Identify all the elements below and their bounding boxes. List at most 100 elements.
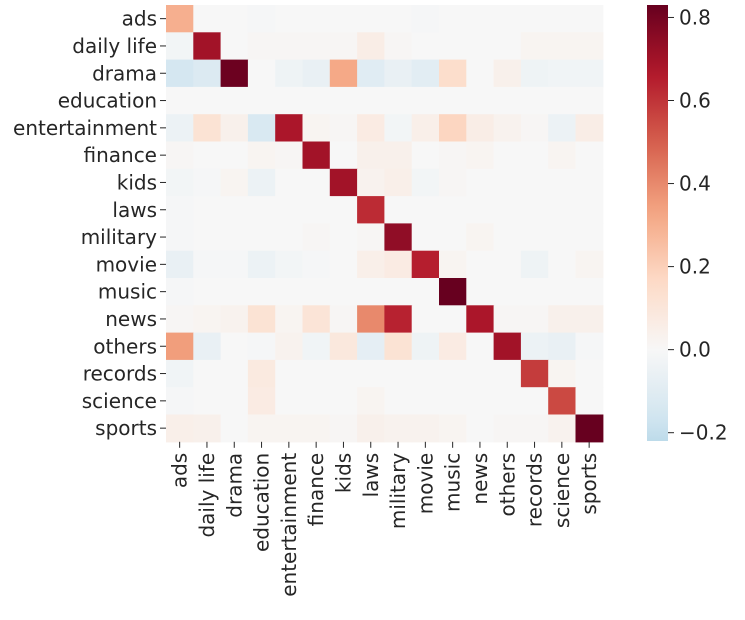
column-label: news [468,453,492,505]
heatmap-cell-9-11 [466,250,495,279]
heatmap-cell-13-5 [302,359,331,388]
heatmap-cell-15-0 [166,414,194,443]
heatmap-cell-15-8 [384,414,413,443]
heatmap-cell-10-15 [575,278,604,306]
heatmap-cell-0-10 [439,5,467,33]
heatmap-cell-8-7 [357,223,385,252]
heatmap-cell-0-11 [466,5,495,33]
row-label: news [105,307,157,331]
heatmap-cell-1-0 [166,32,194,61]
heatmap-cell-2-0 [166,59,194,88]
heatmap-cell-10-1 [193,278,222,306]
heatmap-cell-4-1 [193,114,222,143]
heatmap-cell-11-8 [384,305,413,334]
row-label: entertainment [13,116,157,140]
heatmap-cell-2-11 [466,59,495,88]
heatmap-cell-4-8 [384,114,413,143]
heatmap-cell-14-3 [247,387,276,416]
colorbar-tick-label: 0.2 [679,255,711,279]
heatmap-cell-15-14 [548,414,577,443]
row-label: science [82,389,157,413]
row-label: finance [83,143,157,167]
heatmap-cell-8-1 [193,223,222,252]
column-label: music [441,453,465,512]
heatmap-cell-11-4 [275,305,304,334]
heatmap-cell-6-7 [357,168,385,197]
heatmap-cell-15-7 [357,414,385,443]
heatmap-cell-0-7 [357,5,385,33]
row-label: movie [96,252,157,276]
heatmap-cell-11-1 [193,305,222,334]
heatmap-cell-5-14 [548,141,577,170]
heatmap-cell-15-5 [302,414,331,443]
heatmap-cell-13-14 [548,359,577,388]
heatmap-cell-3-6 [329,86,358,115]
heatmap-cell-11-7 [357,305,385,334]
heatmap-cell-4-15 [575,114,604,143]
row-label: drama [92,61,157,85]
heatmap-cell-14-15 [575,387,604,416]
heatmap-cell-13-15 [575,359,604,388]
heatmap-cell-7-6 [329,196,358,224]
row-label: military [81,225,157,249]
heatmap-cell-12-5 [302,332,331,361]
heatmap-cell-12-12 [493,332,522,361]
heatmap-cell-2-9 [411,59,440,88]
heatmap-cell-11-5 [302,305,331,334]
heatmap-cell-2-13 [520,59,549,88]
heatmap-cell-4-3 [247,114,276,143]
heatmap-cell-9-6 [329,250,358,279]
heatmap-cell-4-12 [493,114,522,143]
heatmap-cell-4-4 [275,114,304,143]
heatmap-cell-6-6 [329,168,358,197]
heatmap-cell-6-1 [193,168,222,197]
heatmap-cell-10-10 [439,278,467,306]
heatmap-cell-3-13 [520,86,549,115]
heatmap-cell-0-12 [493,5,522,33]
heatmap-cell-1-4 [275,32,304,61]
heatmap-cell-3-11 [466,86,495,115]
heatmap-cell-14-2 [220,387,249,416]
column-label: education [250,453,274,552]
heatmap-cell-4-11 [466,114,495,143]
heatmap-cell-6-12 [493,168,522,197]
heatmap-cell-1-14 [548,32,577,61]
heatmap-cell-12-15 [575,332,604,361]
heatmap-cell-8-13 [520,223,549,252]
heatmap-cell-9-2 [220,250,249,279]
heatmap-cell-11-3 [247,305,276,334]
heatmap-cell-10-12 [493,278,522,306]
column-label: kids [331,453,355,493]
heatmap-cell-13-13 [520,359,549,388]
heatmap-cell-7-2 [220,196,249,224]
heatmap-cell-15-9 [411,414,440,443]
heatmap-cell-11-6 [329,305,358,334]
heatmap-cell-14-12 [493,387,522,416]
heatmap-cell-5-1 [193,141,222,170]
heatmap-cell-4-0 [166,114,194,143]
heatmap-cell-13-7 [357,359,385,388]
heatmap-cell-14-10 [439,387,467,416]
heatmap-cell-12-9 [411,332,440,361]
heatmap-cell-0-8 [384,5,413,33]
heatmap-cell-5-12 [493,141,522,170]
column-label: daily life [195,453,219,538]
heatmap-cell-14-6 [329,387,358,416]
heatmap-cell-10-9 [411,278,440,306]
heatmap-cell-10-11 [466,278,495,306]
heatmap-cell-4-9 [411,114,440,143]
heatmap-cell-2-1 [193,59,222,88]
colorbar-tick-label: −0.2 [679,421,728,445]
column-label: records [523,453,547,527]
heatmap-cell-12-10 [439,332,467,361]
heatmap-cell-2-15 [575,59,604,88]
heatmap-cell-13-6 [329,359,358,388]
colorbar-tick-label: 0.6 [679,89,711,113]
column-label: ads [168,453,192,488]
heatmap-cell-13-9 [411,359,440,388]
heatmap-cell-14-1 [193,387,222,416]
heatmap-cell-0-15 [575,5,604,33]
heatmap-cell-12-8 [384,332,413,361]
heatmap-cell-8-14 [548,223,577,252]
heatmap-cell-14-9 [411,387,440,416]
